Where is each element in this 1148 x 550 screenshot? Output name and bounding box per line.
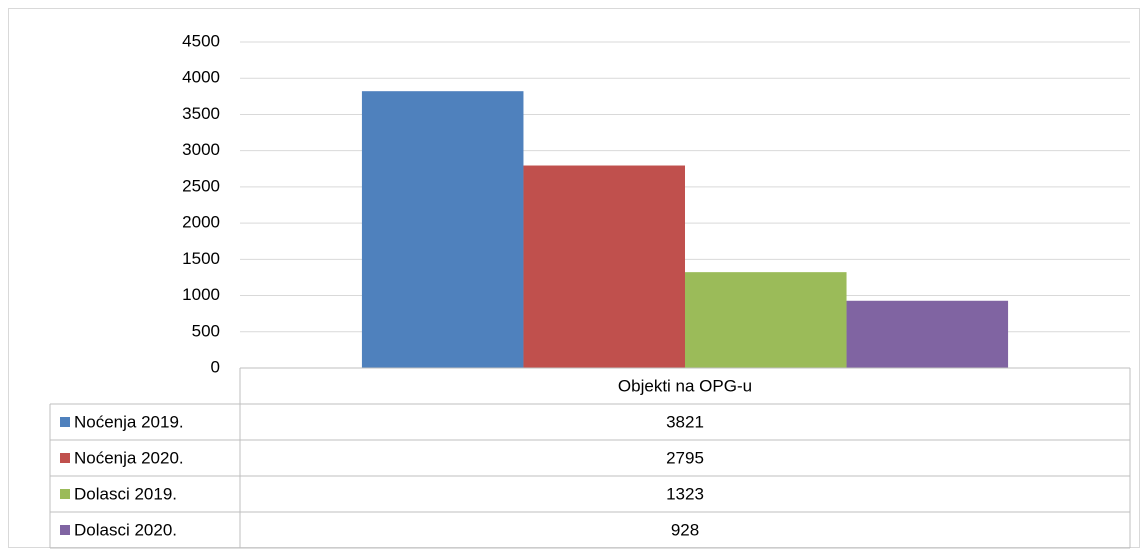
- legend-key: [60, 525, 70, 535]
- y-tick-label: 4000: [182, 68, 220, 87]
- y-tick-label: 3000: [182, 140, 220, 159]
- legend-label: Dolasci 2020.: [74, 520, 177, 539]
- legend-label: Noćenja 2020.: [74, 448, 184, 467]
- legend-key: [60, 489, 70, 499]
- y-tick-label: 1500: [182, 249, 220, 268]
- y-tick-label: 4500: [182, 31, 220, 50]
- legend-label: Dolasci 2019.: [74, 484, 177, 503]
- y-tick-label: 3500: [182, 104, 220, 123]
- category-label: Objekti na OPG-u: [618, 376, 752, 395]
- table-value: 1323: [666, 484, 704, 503]
- table-value: 928: [671, 520, 699, 539]
- legend-key: [60, 453, 70, 463]
- bar: [361, 91, 524, 368]
- y-tick-label: 2000: [182, 213, 220, 232]
- table-value: 2795: [666, 448, 704, 467]
- legend-key: [60, 417, 70, 427]
- y-tick-label: 500: [192, 321, 220, 340]
- bar: [523, 165, 685, 368]
- bar: [685, 272, 847, 368]
- y-tick-label: 2500: [182, 176, 220, 195]
- table-value: 3821: [666, 412, 704, 431]
- legend-label: Noćenja 2019.: [74, 412, 184, 431]
- y-tick-label: 1000: [182, 285, 220, 304]
- y-tick-label: 0: [211, 357, 220, 376]
- bar: [846, 300, 1009, 368]
